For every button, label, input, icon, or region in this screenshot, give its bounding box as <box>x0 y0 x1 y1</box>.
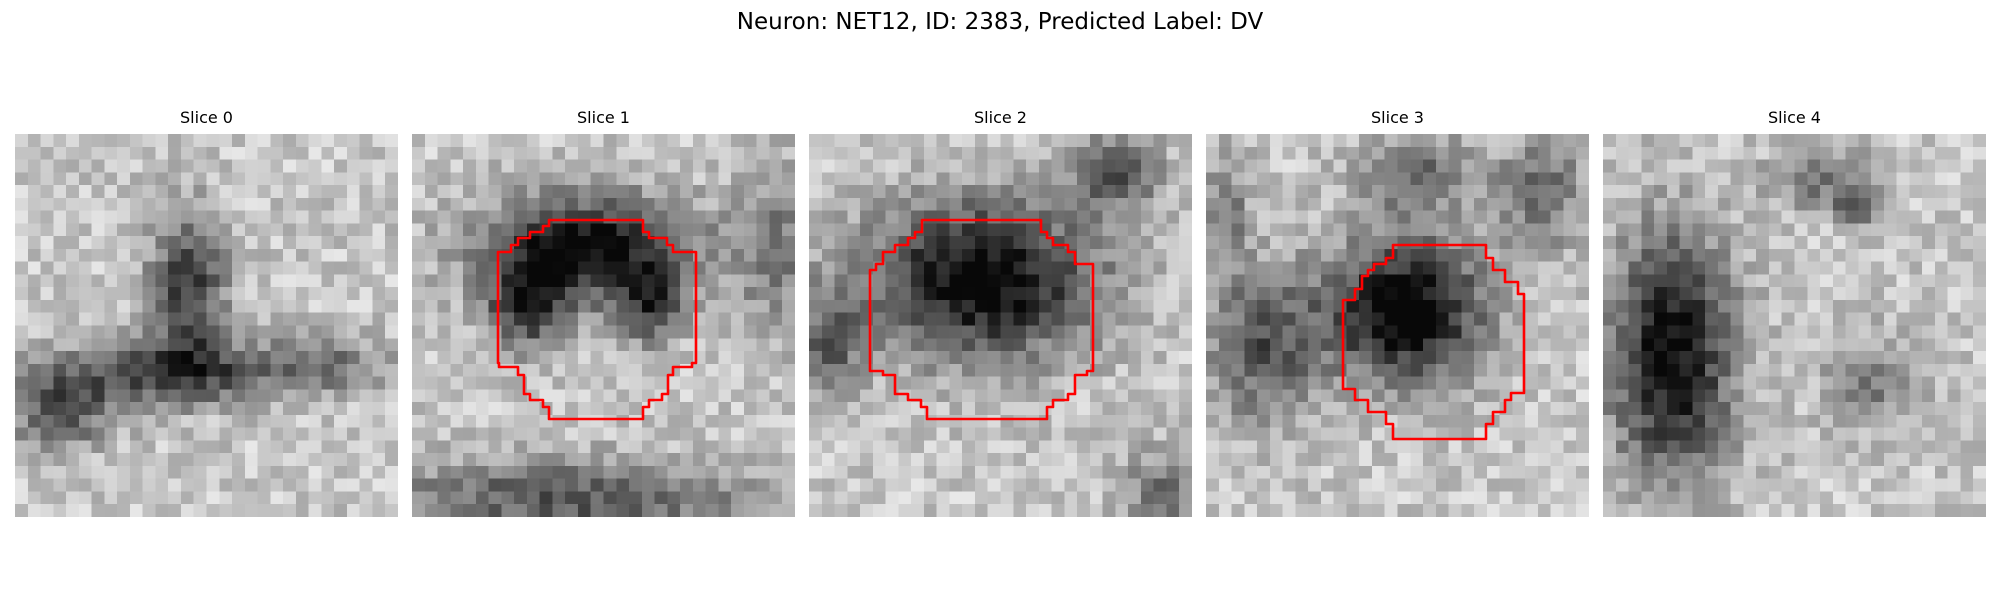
slice-title-4: Slice 4 <box>1768 108 1821 127</box>
slice-image-2 <box>809 134 1192 517</box>
slice-image-4 <box>1603 134 1986 517</box>
contour-overlay-3 <box>1341 243 1526 441</box>
roi-contour-1 <box>496 218 698 421</box>
slice-image-frame-4 <box>1603 134 1986 517</box>
slice-image-1 <box>412 134 795 517</box>
slice-image-0 <box>15 134 398 517</box>
slice-image-frame-0 <box>15 134 398 517</box>
slice-title-2: Slice 2 <box>974 108 1027 127</box>
figure-title: Neuron: NET12, ID: 2383, Predicted Label… <box>736 9 1264 35</box>
roi-contour-3 <box>1341 243 1526 441</box>
slice-image-frame-3 <box>1206 134 1589 517</box>
roi-contour-2 <box>868 218 1095 421</box>
contour-overlay-1 <box>496 218 698 421</box>
contour-overlay-2 <box>868 218 1095 421</box>
slice-image-frame-1 <box>412 134 795 517</box>
slice-title-1: Slice 1 <box>577 108 630 127</box>
slice-image-frame-2 <box>809 134 1192 517</box>
slice-title-0: Slice 0 <box>180 108 233 127</box>
slice-title-3: Slice 3 <box>1371 108 1424 127</box>
